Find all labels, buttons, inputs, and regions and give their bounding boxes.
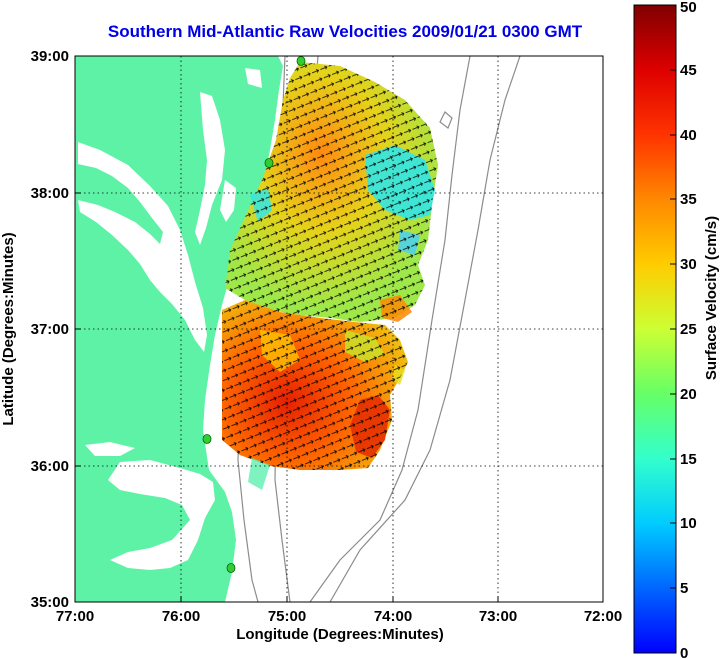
y-tick-labels: 39:00 38:00 37:00 36:00 35:00 [31,48,69,611]
x-tick-label: 75:00 [268,608,306,625]
x-tick-label: 77:00 [56,608,94,625]
x-tick-label: 74:00 [374,608,412,625]
colorbar-tick-label: 25 [680,321,697,338]
x-tick-label: 76:00 [162,608,200,625]
y-tick-label: 38:00 [31,185,69,202]
radar-stations [202,56,306,573]
station-marker [296,56,306,66]
colorbar-tick-label: 10 [680,515,697,532]
colorbar-tick-label: 50 [680,0,697,16]
station-marker [226,563,236,573]
velocity-vectors [222,62,438,470]
colorbar-tick-label: 5 [680,580,688,597]
grid-lines [75,56,603,602]
colorbar-scale [633,4,677,654]
x-axis-label: Longitude (Degrees:Minutes) [236,626,444,643]
colorbar-tick-label: 30 [680,256,697,273]
colorbar-tick-label: 40 [680,127,697,144]
y-tick-label: 39:00 [31,48,69,65]
station-marker [264,158,274,168]
y-tick-label: 37:00 [31,321,69,338]
colorbar: 0 5 10 15 20 25 30 35 40 45 50 Surface V… [633,0,720,659]
x-tick-labels: 77:00 76:00 75:00 74:00 73:00 72:00 [56,608,622,625]
y-tick-label: 35:00 [31,594,69,611]
colorbar-label: Surface Velocity (cm/s) [703,216,720,380]
colorbar-tick-label: 20 [680,386,697,403]
colorbar-tick-label: 0 [680,645,688,659]
colorbar-tick-label: 45 [680,62,697,79]
station-marker [202,434,212,444]
x-tick-label: 73:00 [479,608,517,625]
map-title: Southern Mid-Atlantic Raw Velocities 200… [107,22,583,41]
y-tick-label: 36:00 [31,458,69,475]
tick-marks [74,55,604,603]
colorbar-tick-label: 35 [680,191,697,208]
x-tick-label: 72:00 [584,608,622,625]
y-axis-label: Latitude (Degrees:Minutes) [0,232,17,425]
colorbar-tick-label: 15 [680,451,697,468]
